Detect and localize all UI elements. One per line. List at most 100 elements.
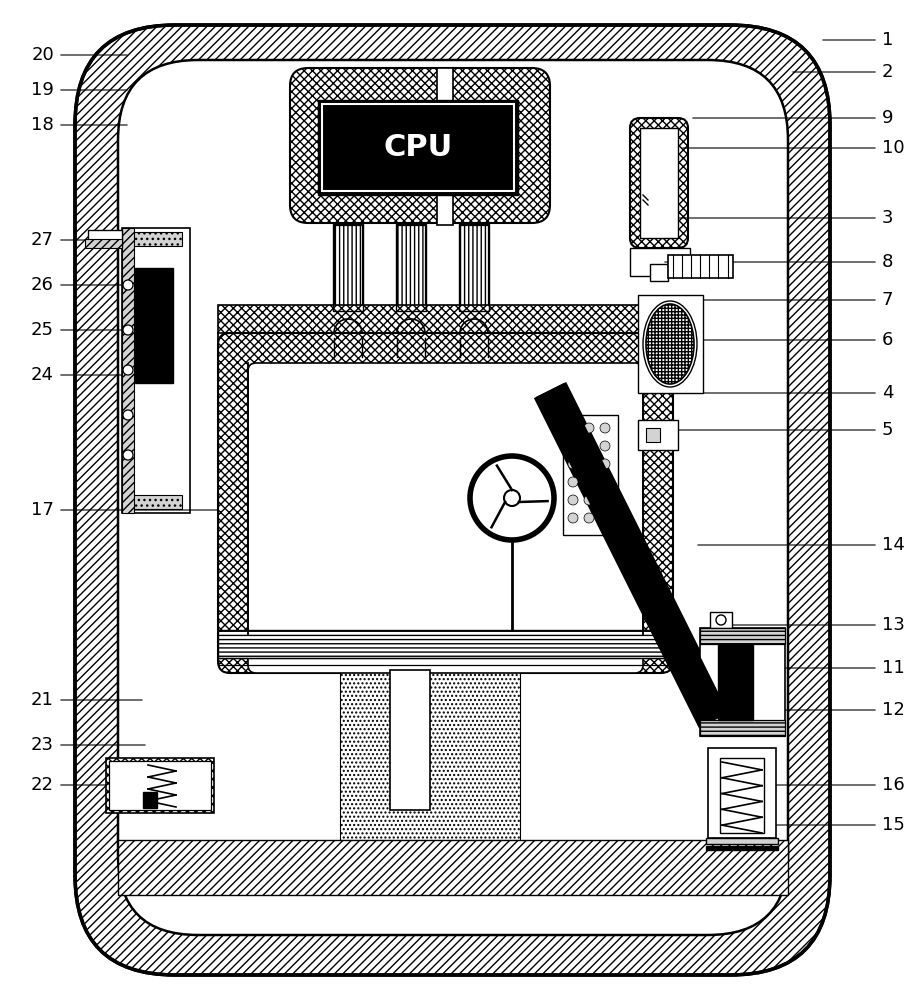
Circle shape bbox=[568, 477, 578, 487]
Bar bbox=[109, 761, 210, 810]
Circle shape bbox=[599, 441, 609, 451]
Circle shape bbox=[123, 365, 133, 375]
Text: 22: 22 bbox=[31, 776, 54, 794]
Text: 26: 26 bbox=[31, 276, 54, 294]
Bar bbox=[645, 428, 660, 442]
Bar bbox=[127, 495, 182, 509]
Text: 9: 9 bbox=[881, 109, 893, 127]
Bar bbox=[638, 420, 677, 450]
Bar bbox=[458, 224, 488, 311]
Bar bbox=[118, 840, 787, 895]
Circle shape bbox=[583, 477, 593, 487]
Bar bbox=[705, 846, 777, 850]
Text: CPU: CPU bbox=[383, 133, 452, 162]
Bar bbox=[106, 758, 214, 813]
Circle shape bbox=[568, 423, 578, 433]
Bar bbox=[630, 248, 690, 276]
Circle shape bbox=[599, 495, 609, 505]
Text: 17: 17 bbox=[31, 501, 54, 519]
Text: 2: 2 bbox=[881, 63, 893, 81]
Bar bbox=[707, 748, 775, 838]
Circle shape bbox=[583, 513, 593, 523]
Bar bbox=[333, 225, 362, 310]
Circle shape bbox=[583, 441, 593, 451]
Bar bbox=[135, 268, 173, 383]
Text: 16: 16 bbox=[881, 776, 904, 794]
Text: 7: 7 bbox=[881, 291, 893, 309]
Text: 18: 18 bbox=[31, 116, 54, 134]
Text: 27: 27 bbox=[31, 231, 54, 249]
Text: 24: 24 bbox=[31, 366, 54, 384]
Text: 20: 20 bbox=[31, 46, 54, 64]
FancyBboxPatch shape bbox=[75, 25, 829, 975]
Text: 5: 5 bbox=[881, 421, 893, 439]
Bar bbox=[436, 68, 453, 225]
Circle shape bbox=[123, 325, 133, 335]
FancyBboxPatch shape bbox=[248, 363, 642, 673]
Circle shape bbox=[568, 441, 578, 451]
Bar bbox=[562, 415, 618, 535]
Text: 6: 6 bbox=[881, 331, 893, 349]
Bar bbox=[396, 225, 425, 310]
Text: 21: 21 bbox=[31, 691, 54, 709]
Bar bbox=[650, 264, 667, 281]
Bar bbox=[705, 838, 777, 844]
Circle shape bbox=[583, 495, 593, 505]
Bar bbox=[122, 228, 189, 513]
FancyBboxPatch shape bbox=[218, 333, 672, 673]
Circle shape bbox=[123, 450, 133, 460]
Circle shape bbox=[599, 513, 609, 523]
Bar bbox=[710, 612, 732, 628]
Text: 19: 19 bbox=[31, 81, 54, 99]
FancyBboxPatch shape bbox=[290, 68, 549, 223]
Circle shape bbox=[123, 410, 133, 420]
Bar bbox=[667, 255, 732, 278]
Bar bbox=[218, 305, 672, 333]
Circle shape bbox=[504, 490, 519, 506]
Circle shape bbox=[599, 477, 609, 487]
Bar bbox=[318, 100, 517, 195]
Text: 1: 1 bbox=[881, 31, 893, 49]
Bar bbox=[87, 230, 122, 245]
Circle shape bbox=[469, 456, 553, 540]
Circle shape bbox=[599, 423, 609, 433]
Bar bbox=[719, 758, 763, 833]
Bar bbox=[340, 670, 519, 840]
Bar bbox=[640, 128, 677, 238]
Bar bbox=[85, 239, 122, 248]
Circle shape bbox=[599, 459, 609, 469]
Circle shape bbox=[568, 459, 578, 469]
Bar bbox=[638, 295, 702, 393]
Circle shape bbox=[583, 459, 593, 469]
Circle shape bbox=[123, 280, 133, 290]
Bar bbox=[700, 628, 784, 644]
Text: 11: 11 bbox=[881, 659, 904, 677]
Bar bbox=[333, 224, 363, 311]
Bar bbox=[390, 670, 429, 810]
Bar bbox=[322, 104, 514, 191]
Bar bbox=[459, 225, 487, 310]
Circle shape bbox=[568, 495, 578, 505]
Text: 10: 10 bbox=[881, 139, 904, 157]
FancyBboxPatch shape bbox=[630, 118, 687, 248]
Bar bbox=[700, 628, 784, 736]
Text: 14: 14 bbox=[881, 536, 904, 554]
Bar bbox=[717, 644, 752, 720]
Text: 13: 13 bbox=[881, 616, 904, 634]
Circle shape bbox=[583, 423, 593, 433]
Text: 8: 8 bbox=[881, 253, 893, 271]
Text: 25: 25 bbox=[31, 321, 54, 339]
Circle shape bbox=[568, 513, 578, 523]
Text: 23: 23 bbox=[31, 736, 54, 754]
Text: 4: 4 bbox=[881, 384, 893, 402]
Text: 15: 15 bbox=[881, 816, 904, 834]
Bar bbox=[700, 720, 784, 736]
Text: 12: 12 bbox=[881, 701, 904, 719]
Ellipse shape bbox=[645, 304, 693, 384]
Bar bbox=[122, 228, 134, 513]
Text: 3: 3 bbox=[881, 209, 893, 227]
FancyBboxPatch shape bbox=[118, 60, 787, 935]
Bar bbox=[127, 232, 182, 246]
Bar bbox=[143, 792, 157, 808]
Bar bbox=[218, 630, 672, 658]
